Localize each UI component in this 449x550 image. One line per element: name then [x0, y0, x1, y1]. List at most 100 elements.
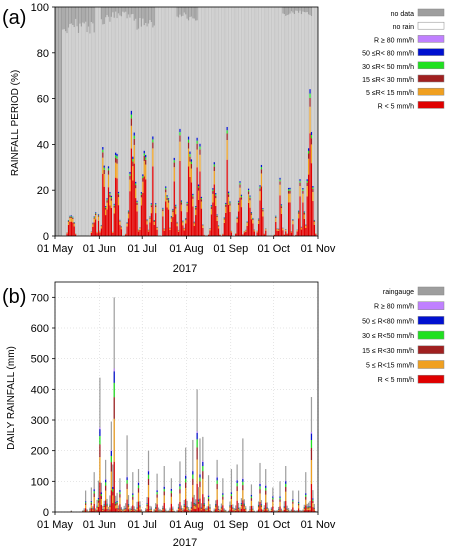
rain-class-bar — [253, 230, 255, 232]
rain-class-bar — [127, 212, 130, 214]
legend-label: 50 ≤R< 80 mm/h — [362, 51, 414, 58]
rain-class-bar — [113, 213, 115, 236]
norain-bar — [295, 10, 297, 235]
rain-class-bar — [230, 232, 233, 236]
rain-class-bar — [300, 227, 303, 230]
norain-bar — [292, 12, 294, 220]
rain-class-bar — [105, 479, 107, 480]
rain-class-bar — [185, 482, 187, 488]
legend-label: raingauge — [383, 289, 414, 296]
raingauge-bar — [300, 510, 303, 512]
rain-class-bar — [252, 509, 254, 510]
nodata-bar — [289, 7, 291, 14]
rain-class-bar — [223, 222, 225, 236]
rain-class-bar — [313, 509, 315, 511]
rain-class-bar — [170, 217, 173, 219]
rain-class-bar — [99, 231, 101, 233]
rain-class-bar — [185, 220, 187, 224]
rain-class-bar — [183, 506, 185, 510]
rain-class-bar — [132, 496, 134, 500]
rain-class-bar — [90, 508, 92, 512]
raingauge-bar — [230, 469, 233, 512]
nodata-bar — [103, 7, 105, 25]
norain-bar — [306, 12, 308, 180]
rain-class-bar — [115, 508, 117, 512]
rain-class-bar — [165, 186, 167, 188]
norain-bar — [300, 14, 303, 227]
rain-class-bar — [279, 184, 281, 196]
rain-class-bar — [216, 215, 218, 216]
norain-bar — [133, 20, 135, 133]
rain-class-bar — [242, 479, 244, 482]
rain-class-bar — [250, 498, 253, 501]
norain-bar — [129, 17, 131, 172]
rain-class-bar — [130, 114, 133, 119]
rain-class-bar — [103, 504, 105, 506]
rain-class-bar — [89, 511, 91, 512]
rain-class-bar — [229, 205, 231, 212]
rain-class-bar — [149, 217, 151, 218]
rain-class-bar — [240, 503, 243, 505]
rain-class-bar — [105, 500, 107, 512]
rain-class-bar — [190, 159, 193, 162]
legend-swatch — [417, 74, 445, 83]
rain-class-bar — [110, 198, 113, 201]
rain-class-bar — [192, 206, 194, 236]
rain-class-bar — [197, 199, 200, 236]
norain-bar — [262, 7, 264, 209]
rain-class-bar — [260, 164, 263, 168]
rain-class-bar — [156, 497, 158, 505]
rain-class-bar — [109, 192, 111, 194]
nodata-bar — [153, 7, 155, 26]
rain-class-bar — [102, 173, 104, 236]
rain-class-bar — [130, 148, 133, 236]
rain-class-bar — [93, 496, 95, 504]
rain-class-bar — [199, 149, 201, 155]
rain-class-bar — [310, 484, 313, 512]
raingauge-bar — [297, 490, 300, 512]
rain-class-bar — [93, 222, 95, 236]
norain-bar — [265, 7, 267, 229]
rain-class-bar — [147, 497, 150, 512]
legend-label: 5 ≤ R<15 mm/h — [366, 363, 414, 370]
rain-class-bar — [112, 503, 114, 512]
panel-b-ytick-label: 400 — [31, 384, 49, 396]
rain-class-bar — [279, 501, 281, 507]
rain-class-bar — [220, 507, 223, 509]
raingauge-bar — [282, 510, 284, 512]
rain-class-bar — [106, 509, 108, 512]
norain-bar — [223, 7, 225, 218]
rain-class-bar — [172, 212, 174, 218]
rain-class-bar — [90, 232, 93, 236]
rain-class-bar — [307, 507, 310, 509]
rain-class-bar — [173, 157, 175, 161]
norain-bar — [225, 7, 227, 203]
rain-class-bar — [166, 207, 168, 236]
rain-class-bar — [99, 429, 101, 436]
norain-bar — [257, 7, 260, 219]
rain-class-bar — [283, 234, 285, 236]
rain-class-bar — [129, 510, 131, 512]
rain-class-bar — [200, 508, 203, 509]
rain-class-bar — [146, 506, 148, 509]
rain-class-bar — [196, 459, 198, 484]
rain-class-bar — [237, 509, 240, 511]
rain-class-bar — [202, 478, 204, 495]
rain-class-bar — [85, 501, 87, 503]
rain-class-bar — [196, 149, 198, 168]
rain-class-bar — [309, 507, 311, 509]
norain-bar — [212, 7, 214, 189]
norain-bar — [102, 24, 104, 148]
rain-class-bar — [147, 484, 150, 498]
nodata-bar — [142, 7, 144, 19]
norain-bar — [267, 7, 270, 236]
raingauge-bar — [90, 487, 92, 512]
nodata-bar — [65, 7, 67, 32]
rain-class-bar — [116, 500, 118, 502]
rain-class-bar — [165, 201, 167, 236]
rain-class-bar — [107, 187, 110, 236]
rain-class-bar — [157, 510, 160, 512]
rain-class-bar — [263, 508, 265, 510]
rain-class-bar — [279, 496, 281, 498]
rain-class-bar — [229, 211, 231, 236]
